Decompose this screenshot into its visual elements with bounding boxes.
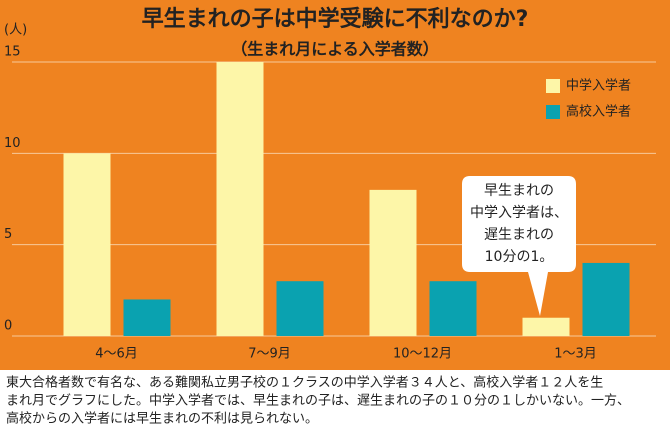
caption-line: まれ月でグラフにした。中学入学者では、早生まれの子は、遅生まれの子の１０分の１し… (6, 393, 630, 409)
bar (276, 281, 324, 336)
y-axis-label: (人) (4, 23, 27, 38)
callout: 早生まれの 中学入学者は、 遅生まれの 10分の1。 (462, 176, 576, 316)
y-tick-label: 0 (4, 319, 12, 334)
legend-label: 高校入学者 (566, 104, 631, 120)
annotation-line: 遅生まれの (484, 227, 554, 243)
bar (522, 317, 570, 336)
annotation-line: 中学入学者は、 (470, 205, 568, 221)
legend-swatch (546, 79, 560, 93)
bar (123, 299, 171, 336)
caption-line: 東大合格者数で有名な、ある難関私立男子校の１クラスの中学入学者３４人と、高校入学… (6, 375, 603, 391)
legend-label: 中学入学者 (566, 78, 631, 94)
caption-line: 高校からの入学者には早生まれの不利は見られない。 (6, 411, 318, 427)
y-tick-label: 5 (4, 227, 12, 242)
chart-subtitle: （生まれ月による入学者数） (231, 40, 439, 59)
x-tick-label: 10～12月 (393, 347, 452, 362)
y-tick-label: 15 (4, 45, 21, 60)
annotation-line: 早生まれの (484, 183, 554, 199)
bar (63, 153, 111, 336)
x-tick-label: 1～3月 (554, 347, 597, 362)
annotation-line: 10分の1。 (485, 249, 554, 265)
bar (429, 281, 477, 336)
x-tick-label: 7～9月 (248, 347, 291, 362)
bar (216, 62, 264, 336)
bar (582, 262, 630, 336)
callout-bubble (462, 176, 576, 316)
chart-title: 早生まれの子は中学受験に不利なのか? (142, 6, 529, 32)
y-tick-label: 10 (4, 136, 21, 151)
bar (369, 189, 417, 336)
x-tick-label: 4～6月 (95, 347, 138, 362)
legend-swatch (546, 105, 560, 119)
